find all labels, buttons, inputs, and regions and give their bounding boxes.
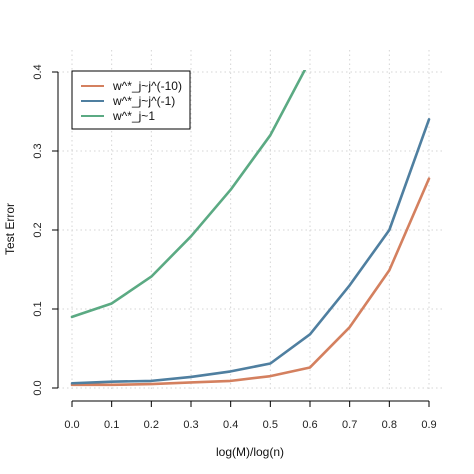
series-line-2	[70, 118, 431, 385]
x-tick-label: 0.6	[302, 419, 317, 431]
legend-label-series-1: w^*_j~j^(-10)	[112, 79, 182, 93]
x-tick-label: 0.2	[144, 419, 159, 431]
x-tick-label: 0.0	[64, 419, 79, 431]
x-tick-label: 0.9	[421, 419, 436, 431]
y-tick-label: 0.4	[32, 64, 44, 79]
x-axis-title: log(M)/log(n)	[216, 445, 284, 459]
legend: w^*_j~j^(-10) w^*_j~j^(-1) w^*_j~1	[71, 70, 191, 130]
x-tick-label: 0.7	[342, 419, 357, 431]
x-tick-label: 0.1	[104, 419, 119, 431]
legend-label-series-2: w^*_j~j^(-1)	[112, 94, 175, 108]
y-tick-label: 0.0	[32, 380, 44, 395]
legend-label-series-3: w^*_j~1	[112, 109, 155, 123]
x-tick-label: 0.3	[183, 419, 198, 431]
y-tick-label: 0.1	[32, 301, 44, 316]
y-tick-label: 0.3	[32, 143, 44, 158]
series-lines	[70, 70, 431, 387]
x-tick-label: 0.4	[223, 419, 238, 431]
series-line-1	[70, 177, 431, 387]
y-tick-label: 0.2	[32, 222, 44, 237]
series-line-3	[70, 70, 307, 319]
axes: 0.0 0.1 0.2 0.3 0.4 0.5 0.6 0.7 0.8 0.9 0.0 0.1 0.2 0…	[32, 64, 437, 431]
x-tick-label: 0.5	[263, 419, 278, 431]
x-tick-label: 0.8	[382, 419, 397, 431]
y-axis-title: Test Error	[3, 203, 17, 255]
